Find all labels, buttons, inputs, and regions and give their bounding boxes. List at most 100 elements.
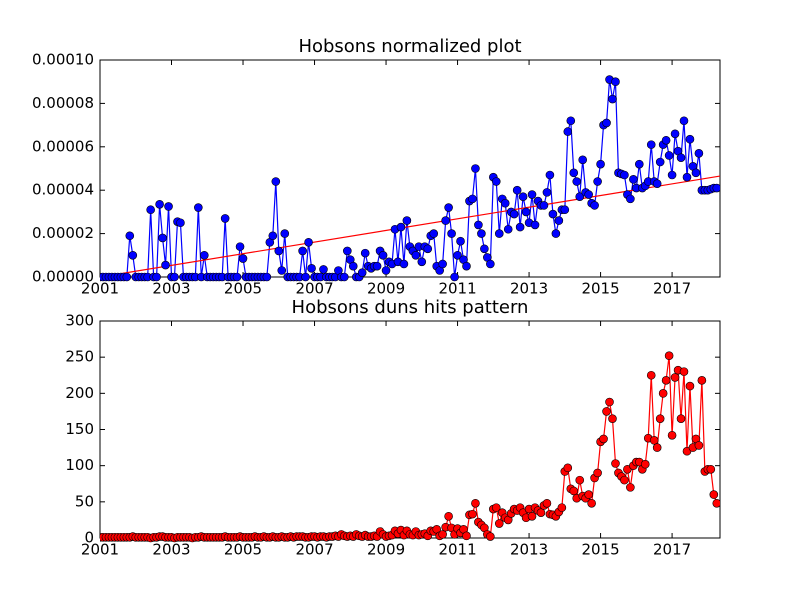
x-tick-label: 2009 — [367, 280, 405, 298]
marker — [515, 222, 525, 232]
marker — [563, 127, 573, 136]
marker — [575, 192, 585, 202]
marker — [480, 244, 489, 254]
x-tick-label: 2017 — [653, 541, 691, 559]
marker — [590, 201, 599, 210]
marker — [512, 185, 522, 195]
marker — [274, 246, 284, 256]
marker — [277, 266, 287, 275]
marker — [620, 170, 629, 180]
marker — [474, 220, 483, 230]
marker — [268, 231, 278, 241]
marker — [468, 509, 477, 519]
marker — [640, 459, 650, 469]
marker — [587, 498, 596, 508]
marker — [605, 397, 614, 407]
marker — [348, 261, 358, 271]
marker — [280, 229, 290, 238]
marker — [629, 175, 638, 184]
marker — [146, 205, 155, 215]
marker — [530, 220, 540, 230]
trend-line — [99, 175, 721, 278]
y-tick-label: 0.00010 — [32, 51, 94, 69]
plot-area — [99, 320, 721, 539]
marker — [569, 486, 579, 496]
marker — [343, 246, 352, 256]
marker — [477, 229, 486, 238]
y-tick-label: 0.00006 — [32, 137, 94, 155]
marker — [486, 259, 495, 269]
marker — [462, 261, 471, 271]
marker — [125, 231, 135, 241]
marker — [417, 257, 427, 267]
marker — [679, 116, 689, 126]
marker — [471, 498, 480, 508]
marker — [676, 153, 686, 162]
marker — [667, 430, 677, 440]
marker — [235, 242, 245, 251]
marker — [626, 194, 635, 204]
marker — [536, 508, 546, 517]
marker — [170, 272, 179, 282]
marker — [694, 149, 704, 158]
marker — [566, 116, 576, 126]
marker — [626, 483, 635, 492]
marker — [271, 177, 281, 186]
marker — [128, 251, 138, 260]
marker — [462, 531, 471, 541]
y-tick-label: 0.00000 — [32, 268, 94, 286]
series-line — [100, 79, 717, 278]
marker — [372, 261, 382, 271]
marker — [164, 202, 173, 211]
marker — [706, 464, 716, 474]
x-tick-label: 2001 — [81, 541, 119, 559]
marker — [542, 188, 552, 197]
marker — [456, 236, 465, 246]
marker — [152, 272, 161, 282]
marker — [557, 503, 567, 512]
x-tick-label: 2015 — [581, 280, 619, 298]
marker — [655, 157, 665, 167]
marker — [694, 441, 704, 450]
marker — [602, 118, 611, 128]
marker — [527, 511, 537, 521]
marker — [444, 511, 453, 521]
y-tick-label: 250 — [65, 348, 94, 366]
marker — [602, 407, 611, 416]
marker — [319, 265, 328, 274]
marker — [584, 490, 593, 499]
marker — [652, 443, 662, 452]
marker — [438, 259, 447, 269]
x-tick-label: 2007 — [295, 541, 333, 559]
marker — [441, 216, 450, 225]
marker — [620, 475, 629, 485]
marker — [438, 530, 447, 539]
marker — [664, 351, 674, 361]
marker — [399, 259, 409, 269]
marker — [655, 414, 665, 423]
marker — [298, 246, 307, 256]
marker — [194, 203, 203, 212]
marker — [548, 209, 558, 219]
marker — [402, 216, 412, 225]
chart-title: Hobsons normalized plot — [298, 36, 521, 57]
y-tick-label: 200 — [65, 384, 94, 402]
marker — [447, 229, 456, 238]
marker — [670, 129, 680, 139]
marker — [634, 159, 644, 169]
marker — [551, 229, 561, 238]
marker — [608, 94, 617, 104]
marker — [238, 254, 248, 263]
marker — [423, 244, 433, 254]
marker — [471, 164, 480, 173]
marker — [161, 260, 170, 270]
marker — [509, 209, 519, 219]
marker — [575, 475, 585, 485]
marker — [670, 373, 680, 382]
marker — [596, 159, 605, 169]
y-tick-label: 150 — [65, 420, 94, 438]
marker — [357, 268, 367, 277]
marker — [646, 140, 656, 149]
marker — [491, 177, 501, 186]
